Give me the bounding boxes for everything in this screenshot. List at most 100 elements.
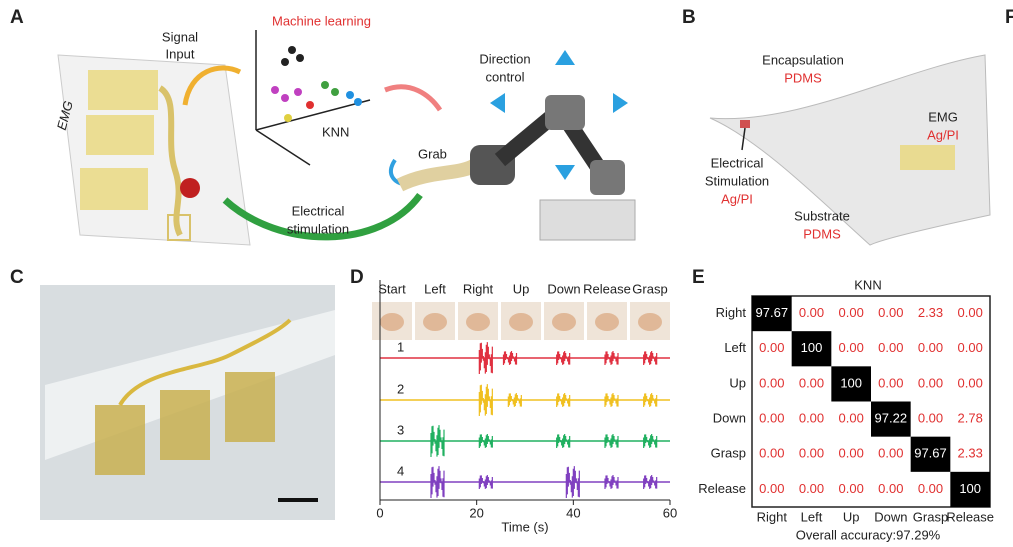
burst xyxy=(643,393,658,407)
x-tick-label: 20 xyxy=(469,505,483,520)
label: Signal xyxy=(162,29,198,44)
label: Substrate xyxy=(794,208,850,223)
row-label: Down xyxy=(713,411,746,426)
cell-value: 0.00 xyxy=(799,305,824,320)
label: Encapsulation xyxy=(762,52,844,67)
cell-value: 2.33 xyxy=(918,305,943,320)
hand xyxy=(509,313,533,331)
burst xyxy=(556,393,571,407)
label: EMG xyxy=(54,99,76,131)
burst xyxy=(643,475,658,489)
burst xyxy=(430,466,445,498)
cell-value: 100 xyxy=(840,375,862,390)
channel-label: 1 xyxy=(397,339,404,354)
diagonal-cell xyxy=(752,296,792,332)
cell-value: 0.00 xyxy=(958,340,983,355)
cell-value: 100 xyxy=(801,340,823,355)
column-label: Grasp xyxy=(913,509,948,524)
label: Electrical xyxy=(292,203,345,218)
cell-value: 0.00 xyxy=(878,446,903,461)
diagonal-cell xyxy=(950,471,990,507)
cell-value: 0.00 xyxy=(759,446,784,461)
label: Electrical xyxy=(711,155,764,170)
cell-value: 0.00 xyxy=(958,305,983,320)
burst xyxy=(643,434,658,448)
cell-value: 0.00 xyxy=(878,340,903,355)
cell-value: 2.33 xyxy=(958,446,983,461)
cell-value: 0.00 xyxy=(759,481,784,496)
burst xyxy=(604,393,619,407)
column-label: Left xyxy=(801,509,823,524)
hand xyxy=(423,313,447,331)
cell-value: 0.00 xyxy=(839,340,864,355)
cell-value: 0.00 xyxy=(799,481,824,496)
cell-value: 0.00 xyxy=(878,481,903,496)
diagonal-cell xyxy=(871,401,911,437)
cell-value: 100 xyxy=(959,481,981,496)
channel-label: 2 xyxy=(397,381,404,396)
label: PDMS xyxy=(784,70,822,85)
burst xyxy=(507,393,522,407)
label: Ag/PI xyxy=(927,127,959,142)
label: Ag/PI xyxy=(721,191,753,206)
accuracy: Overall accuracy:97.29% xyxy=(796,527,941,542)
gesture-label: Up xyxy=(513,281,530,296)
cell-value: 0.00 xyxy=(878,375,903,390)
gesture-label: Right xyxy=(463,281,494,296)
label: stimulation xyxy=(287,221,349,236)
row-label: Release xyxy=(698,481,746,496)
label: Machine learning xyxy=(272,13,371,28)
burst xyxy=(565,466,580,498)
cell-value: 0.00 xyxy=(799,375,824,390)
gesture-label: Down xyxy=(547,281,580,296)
label: Grab xyxy=(418,146,447,161)
cell-value: 0.00 xyxy=(839,305,864,320)
cell-value: 0.00 xyxy=(839,446,864,461)
diagonal-cell xyxy=(791,331,832,367)
cell-value: 0.00 xyxy=(839,481,864,496)
panel-label: E xyxy=(692,267,705,288)
gesture-label: Release xyxy=(583,281,631,296)
column-label: Down xyxy=(874,509,907,524)
burst xyxy=(604,351,619,365)
burst xyxy=(556,351,571,365)
burst xyxy=(478,384,493,416)
cell-value: 0.00 xyxy=(799,446,824,461)
burst xyxy=(478,434,493,448)
gesture-label: Grasp xyxy=(632,281,667,296)
panel-a-art xyxy=(57,30,636,246)
column-label: Right xyxy=(757,509,788,524)
label: Input xyxy=(166,46,195,61)
hand xyxy=(380,313,404,331)
gesture-label: Left xyxy=(424,281,446,296)
label: KNN xyxy=(322,124,349,139)
label: PDMS xyxy=(803,226,841,241)
burst xyxy=(478,342,493,374)
cell-value: 97.67 xyxy=(914,446,947,461)
hand xyxy=(466,313,490,331)
cell-value: 2.78 xyxy=(958,411,983,426)
panel-label: B xyxy=(682,7,696,28)
cell-value: 0.00 xyxy=(958,375,983,390)
panel-label: A xyxy=(10,7,24,28)
x-axis-label: Time (s) xyxy=(501,519,548,534)
x-tick-label: 40 xyxy=(566,505,580,520)
hand xyxy=(595,313,619,331)
label: EMG xyxy=(928,109,958,124)
burst xyxy=(502,351,518,365)
channel-label: 4 xyxy=(397,463,404,478)
cell-value: 0.00 xyxy=(799,411,824,426)
panel-label: C xyxy=(10,267,24,288)
column-label: Up xyxy=(843,509,860,524)
row-label: Up xyxy=(729,375,746,390)
row-label: Grasp xyxy=(711,446,746,461)
emg-traces xyxy=(380,342,670,498)
row-label: Right xyxy=(716,305,747,320)
label: Direction xyxy=(479,51,530,66)
burst xyxy=(430,425,445,457)
diagonal-cell xyxy=(831,366,871,402)
hand xyxy=(552,313,576,331)
cell-value: 0.00 xyxy=(759,411,784,426)
cell-value: 0.00 xyxy=(918,411,943,426)
